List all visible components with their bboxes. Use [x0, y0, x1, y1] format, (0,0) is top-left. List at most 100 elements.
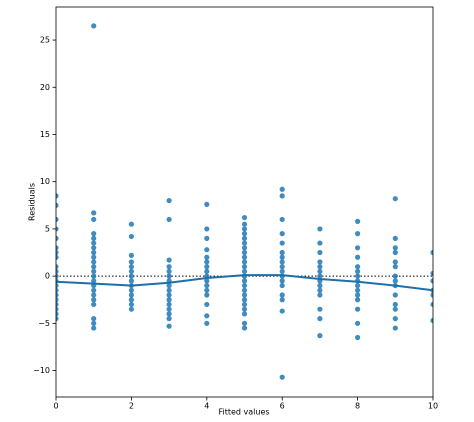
point — [317, 282, 323, 289]
point — [355, 245, 361, 251]
point — [241, 278, 248, 284]
point — [91, 287, 97, 293]
point — [91, 316, 97, 322]
point — [204, 282, 210, 289]
point — [279, 240, 285, 246]
point — [392, 325, 398, 331]
point — [166, 197, 172, 204]
point — [241, 226, 248, 232]
point — [392, 306, 398, 312]
point — [279, 374, 285, 380]
lowess-line — [56, 274, 433, 292]
point — [279, 193, 285, 199]
point — [91, 320, 97, 326]
point — [241, 245, 248, 251]
point — [241, 311, 248, 317]
point — [317, 287, 323, 293]
point — [204, 301, 210, 308]
point — [56, 226, 59, 232]
point — [91, 325, 97, 331]
point — [128, 297, 134, 303]
point — [279, 259, 285, 265]
point — [166, 216, 172, 223]
point — [166, 316, 172, 322]
point — [241, 254, 248, 260]
point — [279, 282, 285, 289]
point — [279, 216, 285, 223]
point — [279, 268, 285, 275]
point — [392, 292, 398, 298]
y-tick-label: 25 — [40, 36, 50, 45]
point — [241, 214, 248, 221]
point — [241, 221, 248, 227]
y-tick-label: −10 — [33, 366, 50, 375]
point — [279, 254, 285, 260]
point — [204, 254, 210, 260]
point — [241, 264, 248, 270]
point — [317, 259, 323, 265]
y-axis-label: Residuals — [28, 183, 37, 221]
point — [91, 259, 97, 265]
point — [56, 301, 59, 308]
x-tick-label: 8 — [355, 402, 360, 411]
point — [128, 259, 134, 265]
point — [430, 249, 433, 256]
point — [241, 249, 248, 256]
x-tick-label: 0 — [53, 402, 58, 411]
point — [91, 268, 97, 275]
point — [279, 278, 285, 284]
point — [91, 235, 97, 241]
point — [166, 282, 172, 289]
point — [91, 292, 97, 298]
point — [166, 301, 172, 308]
point — [56, 292, 59, 298]
point — [91, 216, 97, 223]
point — [91, 254, 97, 260]
point — [279, 249, 285, 256]
point — [166, 273, 172, 279]
point — [204, 278, 210, 284]
point — [56, 287, 59, 293]
point — [91, 264, 97, 270]
point — [355, 320, 361, 326]
point — [241, 306, 248, 312]
point — [392, 249, 398, 256]
point — [392, 273, 398, 279]
point — [355, 287, 361, 293]
point — [241, 297, 248, 303]
point — [204, 259, 210, 265]
point — [56, 282, 59, 289]
point — [91, 210, 97, 216]
point — [166, 297, 172, 303]
point — [392, 259, 398, 265]
point — [128, 273, 134, 279]
point — [241, 268, 248, 275]
point — [166, 311, 172, 317]
point — [204, 313, 210, 319]
point — [166, 287, 172, 293]
point — [392, 196, 398, 202]
point — [355, 231, 361, 237]
point — [241, 282, 248, 289]
point — [317, 264, 323, 270]
point — [91, 301, 97, 308]
point — [355, 218, 361, 224]
point — [56, 249, 59, 256]
y-tick-label: 15 — [40, 130, 50, 139]
point — [204, 287, 210, 293]
point — [279, 308, 285, 314]
point — [279, 297, 285, 303]
point — [166, 292, 172, 298]
point — [91, 231, 97, 237]
point — [204, 320, 210, 326]
point — [241, 301, 248, 308]
point — [317, 306, 323, 312]
point — [56, 273, 59, 279]
point — [56, 245, 59, 251]
point — [392, 301, 398, 308]
point — [128, 233, 134, 240]
point — [430, 278, 433, 284]
y-tick-label: 20 — [40, 83, 50, 92]
point — [430, 270, 433, 276]
